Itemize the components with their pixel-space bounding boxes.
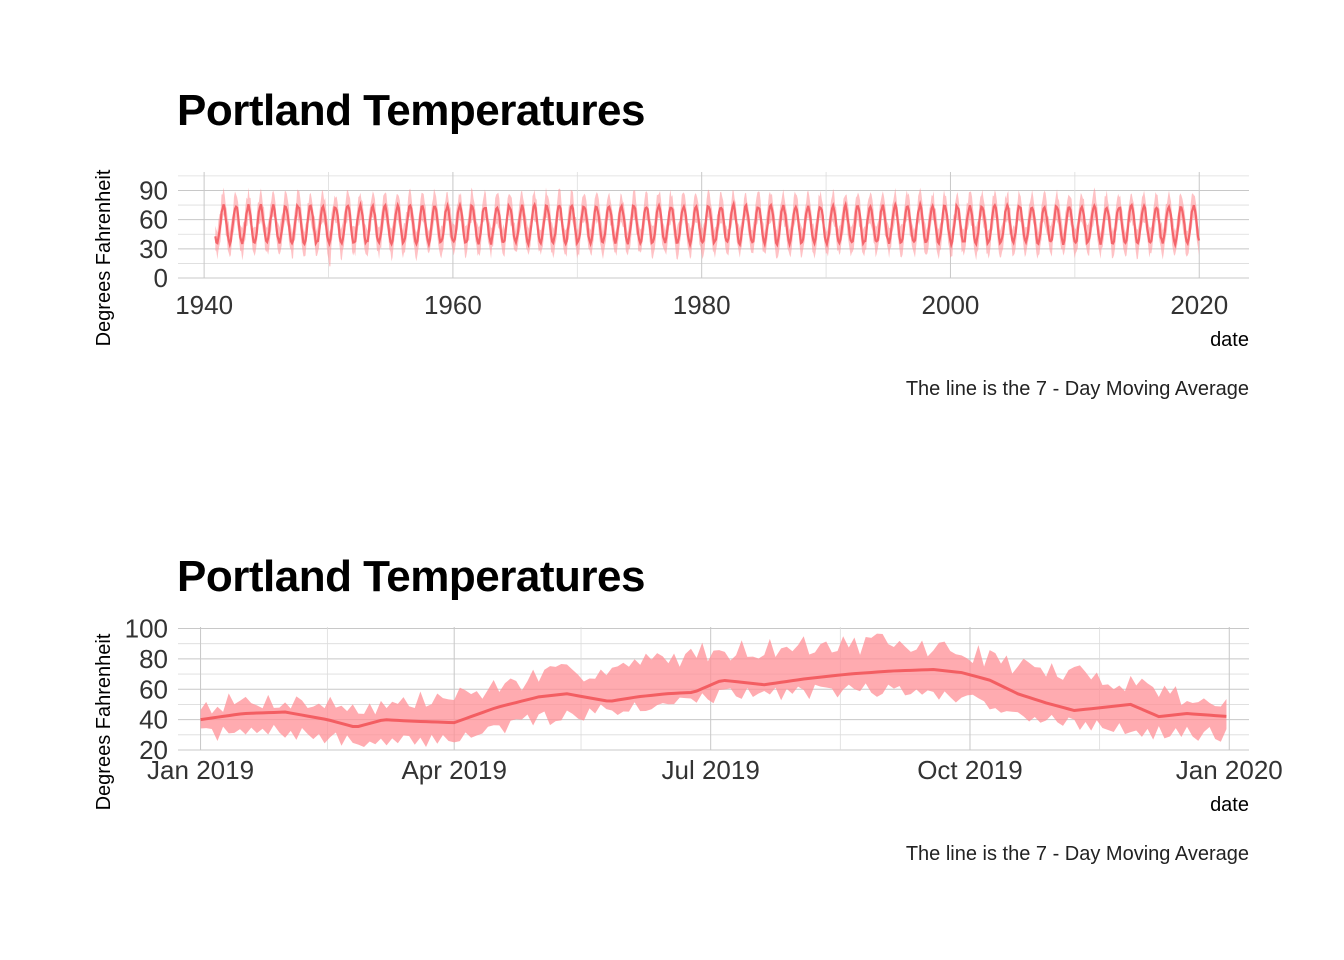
chart-title-long-term: Portland Temperatures — [177, 86, 645, 135]
x-tick-label: Jul 2019 — [662, 755, 760, 785]
temperature-range-band-2019 — [200, 633, 1227, 747]
y-tick-label: 30 — [139, 234, 168, 264]
y-tick-label: 80 — [139, 644, 168, 674]
x-tick-label: Jan 2020 — [1176, 755, 1283, 785]
moving-average-line-2019 — [200, 668, 1227, 728]
y-axis-label-long-term: Degrees Fahrenheit — [93, 169, 115, 346]
chart-title-2019: Portland Temperatures — [177, 552, 645, 601]
x-tick-label: Oct 2019 — [917, 755, 1023, 785]
x-axis-label-long-term: date — [1210, 329, 1249, 351]
moving-average-line-long-term — [214, 199, 1201, 249]
y-tick-label: 40 — [139, 705, 168, 735]
x-tick-label: 1980 — [673, 290, 731, 320]
y-tick-label: 90 — [139, 175, 168, 205]
caption-2019: The line is the 7 - Day Moving Average — [906, 843, 1249, 865]
y-tick-label: 60 — [139, 674, 168, 704]
x-axis-label-2019: date — [1210, 794, 1249, 816]
y-tick-label: 60 — [139, 205, 168, 235]
y-tick-label: 100 — [125, 614, 168, 644]
x-tick-label: 2020 — [1170, 290, 1228, 320]
y-tick-label: 0 — [154, 263, 168, 293]
x-tick-label: Apr 2019 — [401, 755, 507, 785]
x-tick-label: Jan 2019 — [147, 755, 254, 785]
y-axis-label-2019: Degrees Fahrenheit — [93, 633, 115, 810]
caption-long-term: The line is the 7 - Day Moving Average — [906, 378, 1249, 400]
x-tick-label: 2000 — [922, 290, 980, 320]
y-tick-label: 20 — [139, 735, 168, 765]
x-tick-label: 1960 — [424, 290, 482, 320]
x-tick-label: 1940 — [175, 290, 233, 320]
